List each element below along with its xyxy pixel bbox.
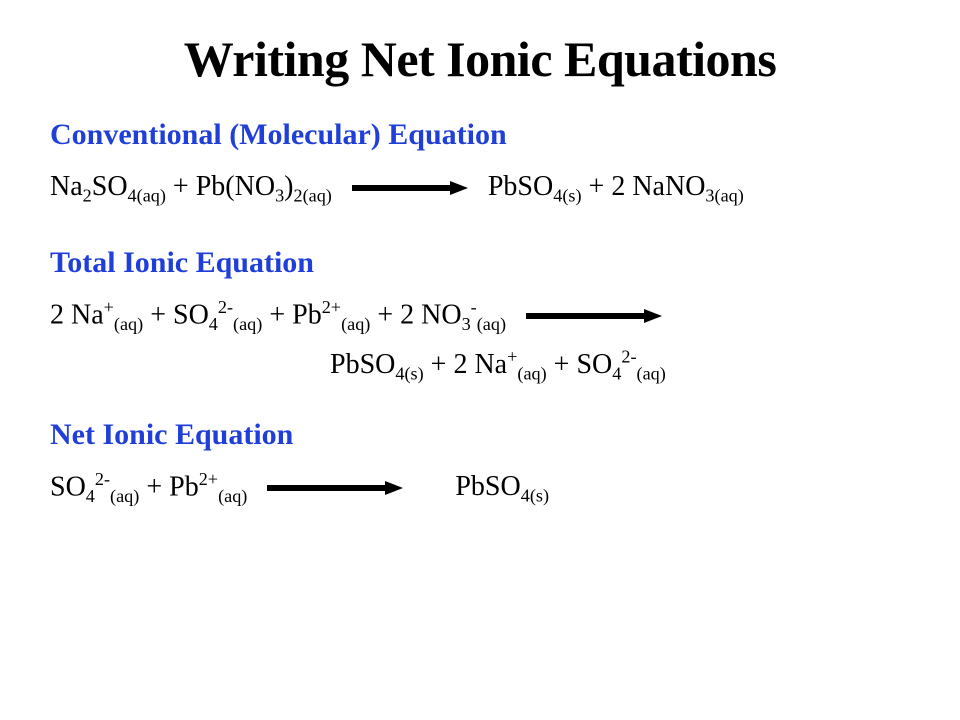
arrow-icon <box>350 178 470 198</box>
net-ionic-products: PbSO4(s) <box>455 466 549 510</box>
total-ionic-reactants: 2 Na+(aq) + SO42-(aq) + Pb2+(aq) + 2 NO3… <box>50 294 506 338</box>
page-title: Writing Net Ionic Equations <box>50 30 910 88</box>
arrow-icon <box>265 478 405 498</box>
net-ionic-reactants: SO42-(aq) + Pb2+(aq) <box>50 466 247 510</box>
heading-total-ionic: Total Ionic Equation <box>50 246 910 280</box>
arrow-icon <box>524 306 664 326</box>
total-ionic-products: PbSO4(s) + 2 Na+(aq) + SO42-(aq) <box>330 349 666 380</box>
equation-total-ionic-products: PbSO4(s) + 2 Na+(aq) + SO42-(aq) <box>330 344 910 388</box>
equation-total-ionic-reactants: 2 Na+(aq) + SO42-(aq) + Pb2+(aq) + 2 NO3… <box>50 294 910 338</box>
conventional-products: PbSO4(s) + 2 NaNO3(aq) <box>488 166 744 210</box>
slide: Writing Net Ionic Equations Conventional… <box>0 0 960 720</box>
heading-conventional: Conventional (Molecular) Equation <box>50 118 910 152</box>
conventional-reactants: Na2SO4(aq) + Pb(NO3)2(aq) <box>50 166 332 210</box>
heading-net-ionic: Net Ionic Equation <box>50 418 910 452</box>
equation-conventional: Na2SO4(aq) + Pb(NO3)2(aq) PbSO4(s) + 2 N… <box>50 166 910 210</box>
equation-net-ionic: SO42-(aq) + Pb2+(aq) PbSO4(s) <box>50 466 910 510</box>
